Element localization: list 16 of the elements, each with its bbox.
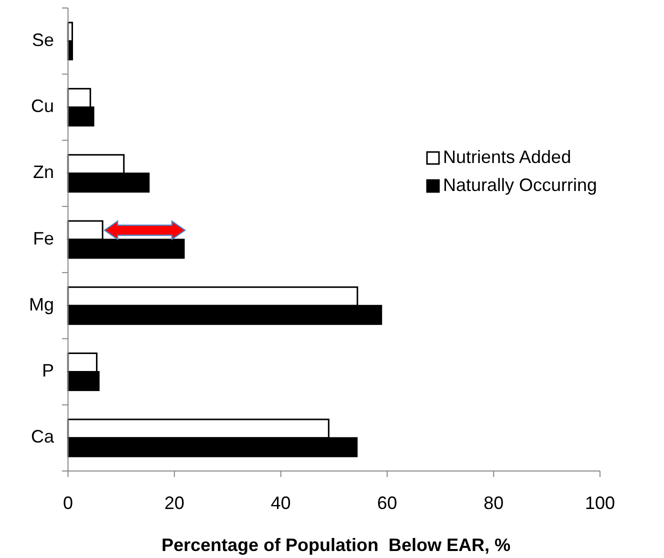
y-tick-label: Mg — [28, 294, 54, 314]
x-axis-title: Percentage of Population Below EAR, % — [161, 535, 511, 555]
x-tick-label: 60 — [377, 493, 398, 513]
x-tick-label: 80 — [484, 493, 504, 513]
x-tick-label: 0 — [62, 493, 74, 513]
y-tick-label: Se — [32, 30, 54, 50]
y-tick-label: Ca — [30, 426, 55, 447]
y-tick-label: Zn — [32, 162, 54, 182]
y-tick-label: Cu — [30, 96, 54, 116]
x-tick-label: 100 — [584, 493, 616, 513]
y-tick-label: P — [42, 360, 54, 381]
y-tick-label: Fe — [32, 228, 54, 248]
legend-label: Naturally Occurring — [443, 174, 598, 195]
legend-label: Nutrients Added — [443, 146, 572, 167]
x-tick-label: 40 — [270, 493, 291, 513]
x-tick-label: 20 — [164, 493, 184, 513]
